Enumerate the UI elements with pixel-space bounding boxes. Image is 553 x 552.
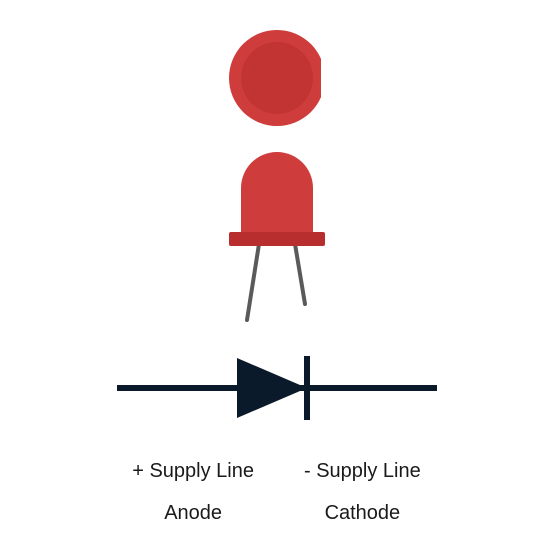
cathode-name-label: Cathode: [304, 498, 421, 528]
cathode-label-col: - Supply Line Cathode: [304, 456, 421, 528]
led-side-view: [197, 140, 357, 330]
diagram-canvas: + Supply Line Anode - Supply Line Cathod…: [0, 0, 553, 552]
led-top-view: [217, 18, 337, 138]
cathode-supply-label: - Supply Line: [304, 456, 421, 486]
anode-lead: [247, 244, 259, 320]
anode-name-label: Anode: [132, 498, 254, 528]
anode-supply-label: + Supply Line: [132, 456, 254, 486]
labels-row: + Supply Line Anode - Supply Line Cathod…: [0, 456, 553, 528]
anode-label-col: + Supply Line Anode: [132, 456, 254, 528]
diode-symbol: [97, 338, 457, 438]
cathode-lead: [295, 244, 305, 304]
